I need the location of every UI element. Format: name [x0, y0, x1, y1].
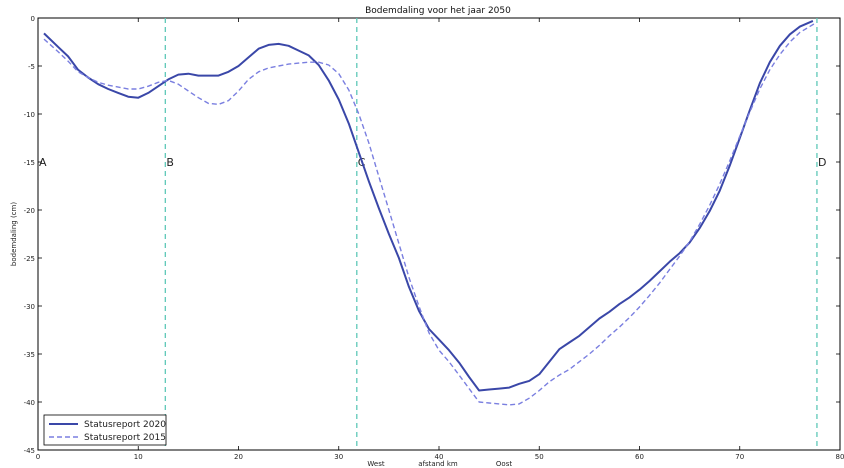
- y-tick-label: -25: [24, 255, 35, 263]
- x-tick-label: 70: [735, 453, 744, 461]
- y-tick-label: 0: [31, 15, 35, 23]
- x-tick-label: 30: [334, 453, 343, 461]
- y-tick-label: -20: [24, 207, 35, 215]
- y-tick-label: -35: [24, 351, 35, 359]
- series-line-statusreport-2020: [43, 19, 814, 392]
- y-tick-label: -40: [24, 399, 35, 407]
- x-tick-label: 0: [36, 453, 40, 461]
- y-tick-label: -30: [24, 303, 35, 311]
- y-axis: 0 -5 -10 -15 -20 -25 -30 -35 -40 -45: [24, 15, 840, 455]
- y-tick-label: -15: [24, 159, 35, 167]
- x-axis: 0 10 20 30 40 50 60 70 80: [36, 18, 844, 461]
- x-tick-label: 50: [535, 453, 544, 461]
- chart-title: Bodemdaling voor het jaar 2050: [365, 6, 511, 16]
- series-line-statusreport-2015: [43, 22, 817, 406]
- x-axis-label: afstand km: [418, 460, 458, 468]
- x-tick-label: 10: [134, 453, 143, 461]
- legend: Statusreport 2020 Statusreport 2015: [43, 414, 167, 446]
- x-axis-direction-oost: Oost: [496, 460, 512, 468]
- x-tick-label: 40: [435, 453, 444, 461]
- x-tick-label: 20: [234, 453, 243, 461]
- x-tick-label: 60: [635, 453, 644, 461]
- section-marker-label-a: A: [39, 156, 47, 169]
- y-tick-label: -5: [28, 63, 35, 71]
- legend-label-2015: Statusreport 2015: [84, 433, 166, 443]
- y-tick-label: -45: [24, 447, 35, 455]
- legend-box: [43, 414, 167, 446]
- y-tick-label: -10: [24, 111, 35, 119]
- x-tick-label: 80: [836, 453, 844, 461]
- series-lines: [43, 19, 817, 406]
- section-marker-label-d: D: [818, 156, 826, 169]
- legend-label-2020: Statusreport 2020: [84, 420, 166, 430]
- y-axis-label: bodemdaling (cm): [10, 202, 18, 266]
- x-axis-direction-west: West: [367, 460, 384, 468]
- section-marker-label-b: B: [166, 156, 174, 169]
